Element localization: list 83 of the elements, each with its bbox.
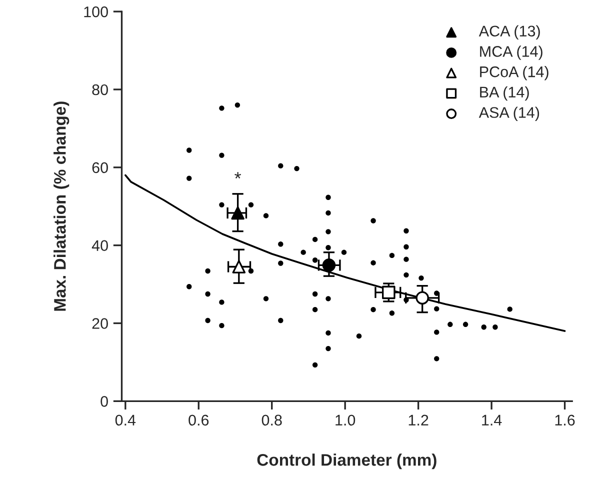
point (370, 306, 376, 312)
point (278, 318, 284, 324)
y-tick-label: 80 (92, 84, 108, 96)
legend-label: ASA (14) (478, 106, 540, 121)
point (462, 322, 468, 327)
point (404, 256, 409, 262)
point (434, 306, 440, 312)
point (312, 236, 318, 242)
legend-label: PCoA (14) (480, 66, 548, 80)
point (341, 250, 347, 255)
point (448, 322, 453, 327)
x-axis-title: Control Diameter (mm) (257, 454, 436, 470)
point (186, 148, 192, 153)
point (434, 330, 440, 335)
point (219, 300, 224, 305)
point (312, 291, 318, 297)
y-tick-label: 40 (92, 240, 108, 251)
x-tick-label: 1.6 (555, 414, 575, 426)
point (492, 324, 498, 330)
y-tick-label: 60 (92, 162, 108, 174)
y-tick-label: 0 (100, 396, 108, 407)
point (481, 324, 486, 330)
point (326, 194, 331, 200)
point (205, 268, 210, 274)
point (326, 229, 331, 234)
point (278, 163, 284, 168)
point (507, 306, 512, 312)
point (219, 152, 224, 158)
x-tick-label: 0.8 (262, 414, 282, 426)
annotation: * (234, 172, 242, 178)
point (263, 213, 269, 218)
point (219, 322, 224, 328)
point (356, 333, 362, 339)
point (434, 290, 440, 296)
point (294, 166, 300, 172)
point (263, 296, 269, 302)
point (326, 245, 331, 250)
point (278, 242, 284, 247)
point (404, 272, 409, 278)
point (326, 210, 331, 216)
point (312, 306, 318, 312)
point (389, 310, 395, 316)
point (404, 297, 409, 302)
point (278, 260, 284, 266)
x-tick-label: 1.4 (482, 414, 502, 426)
point (404, 228, 409, 234)
x-tick-label: 1.0 (336, 414, 356, 426)
x-tick-label: 0.4 (115, 414, 136, 426)
point (186, 284, 192, 290)
point (389, 252, 395, 258)
point (248, 268, 254, 274)
point (418, 275, 424, 281)
x-tick-label: 0.6 (188, 414, 209, 426)
point (326, 330, 331, 336)
point (416, 291, 429, 305)
point (219, 202, 224, 208)
point (326, 296, 331, 302)
point (186, 176, 192, 181)
point (231, 206, 244, 220)
point (326, 346, 331, 352)
point (300, 250, 306, 255)
y-tick-label: 100 (84, 6, 108, 18)
point (322, 258, 336, 272)
y-tick-label: 20 (92, 318, 108, 329)
legend-label: ACA (13) (478, 25, 540, 40)
legend-label: MCA (14) (480, 46, 542, 60)
x-tick-label: 1.2 (408, 414, 428, 426)
point (434, 356, 440, 362)
point (312, 258, 318, 263)
legend-label: BA (14) (480, 86, 529, 101)
point (248, 202, 254, 208)
point (312, 362, 318, 368)
point (205, 291, 210, 297)
point (370, 218, 376, 224)
point (370, 260, 376, 266)
point (219, 106, 224, 111)
point (382, 286, 396, 300)
point (232, 260, 246, 274)
point (205, 318, 210, 324)
line-series (124, 174, 566, 332)
y-axis-title: Max. Dilatation (% change) (54, 102, 70, 311)
point (234, 102, 240, 108)
point (404, 244, 409, 250)
